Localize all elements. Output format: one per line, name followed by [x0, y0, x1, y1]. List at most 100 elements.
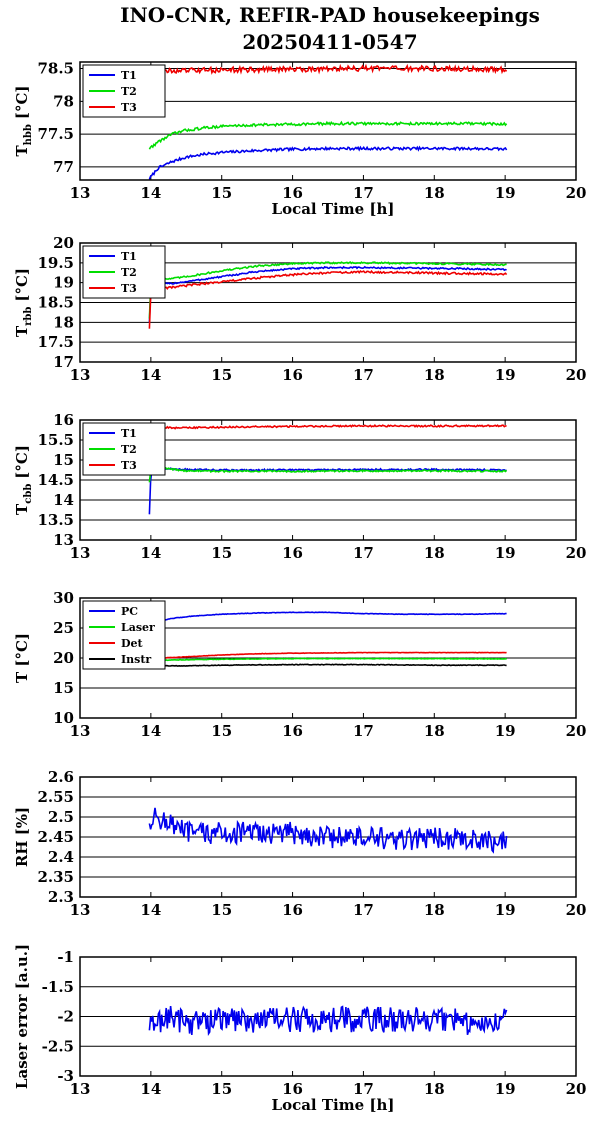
legend: T1 T2 T3 — [82, 245, 166, 299]
plot-frame — [79, 956, 577, 1077]
plot-frame — [79, 419, 577, 541]
y-tick-label: 77.5 — [37, 125, 74, 143]
y-axis-label-unit: [°C] — [13, 85, 31, 119]
series-line-instr — [149, 663, 507, 667]
y-tick-label: 16 — [53, 411, 74, 429]
x-axis-label: Local Time [h] — [272, 1096, 395, 1114]
y-tick-label: 17 — [53, 353, 74, 371]
x-tick-label: 16 — [282, 184, 303, 202]
series-line-t2 — [148, 120, 508, 150]
x-tick-label: 17 — [353, 722, 374, 740]
chart-panels: 77 77.5 78 78.5 13 14 15 16 17 18 19 20 T1 T2 T3 Thbb [°… — [13, 60, 586, 1114]
x-tick-label: 19 — [495, 901, 516, 919]
chart-panel-4: 10 15 20 25 30 13 14 15 16 17 18 19 20 PC Laser Det Inst… — [13, 589, 586, 740]
x-tick-label: 20 — [566, 722, 587, 740]
x-tick-label: 18 — [424, 366, 445, 384]
y-tick-label: 2.55 — [37, 788, 74, 806]
legend-box — [82, 600, 166, 670]
x-tick-label: 14 — [140, 366, 161, 384]
y-tick-label: 25 — [53, 619, 74, 637]
x-tick-label: 19 — [495, 1080, 516, 1098]
x-tick-label: 18 — [424, 722, 445, 740]
y-tick-label: 2.4 — [48, 848, 74, 866]
y-axis-label-subscript: rbb — [23, 307, 34, 326]
y-tick-label: 14.5 — [37, 471, 74, 489]
x-tick-label: 14 — [140, 722, 161, 740]
x-tick-label: 18 — [424, 901, 445, 919]
legend-label: Instr — [121, 653, 151, 666]
x-tick-label: 19 — [495, 544, 516, 562]
y-tick-label: 78 — [53, 92, 74, 110]
plot-frame — [79, 597, 577, 719]
x-tick-label: 13 — [70, 184, 91, 202]
x-tick-label: 14 — [140, 1080, 161, 1098]
y-tick-label: 18.5 — [37, 294, 74, 312]
x-tick-label: 17 — [353, 901, 374, 919]
figure-title-line2: 20250411-0547 — [242, 30, 417, 54]
y-axis-label: Tcbb [°C] — [13, 445, 34, 515]
series-line-det — [149, 651, 507, 660]
chart-panel-5: 2.3 2.35 2.4 2.45 2.5 2.55 2.6 13 14 15 16 17 18 19 20… — [13, 768, 586, 919]
y-tick-label: 78.5 — [37, 60, 74, 78]
legend-label: PC — [121, 605, 138, 618]
y-tick-label: 19.5 — [37, 254, 74, 272]
x-tick-label: 20 — [566, 544, 587, 562]
x-tick-label: 15 — [211, 722, 232, 740]
x-tick-label: 16 — [282, 901, 303, 919]
series-line-t1 — [148, 466, 507, 515]
y-tick-label: 13.5 — [37, 511, 74, 529]
series-line-t2 — [148, 466, 508, 483]
y-axis-label-main: T — [13, 503, 31, 515]
series-line-t1 — [148, 265, 507, 323]
x-tick-label: 15 — [211, 184, 232, 202]
x-tick-label: 19 — [495, 722, 516, 740]
x-tick-label: 14 — [140, 544, 161, 562]
series-line-t3 — [148, 269, 508, 329]
x-tick-label: 13 — [70, 366, 91, 384]
x-tick-label: 19 — [495, 184, 516, 202]
x-tick-label: 20 — [566, 366, 587, 384]
legend-label: T2 — [121, 443, 137, 456]
x-tick-label: 18 — [424, 184, 445, 202]
legend-label: Laser — [121, 621, 155, 634]
legend: T1 T2 T3 — [82, 64, 166, 118]
x-tick-label: 14 — [140, 901, 161, 919]
x-tick-label: 16 — [282, 1080, 303, 1098]
x-tick-label: 17 — [353, 544, 374, 562]
y-tick-label: 20 — [53, 649, 74, 667]
y-tick-label: 30 — [53, 589, 74, 607]
legend-label: T2 — [121, 85, 137, 98]
series-line-laser — [149, 657, 507, 662]
y-tick-label: 14 — [53, 491, 74, 509]
plot-frame — [79, 242, 577, 363]
x-tick-label: 13 — [70, 1080, 91, 1098]
y-axis-label-subscript: hbb — [23, 124, 34, 145]
legend: T1 T2 T3 — [82, 422, 166, 476]
series-line-t1 — [148, 145, 508, 180]
y-axis-label-unit: [°C] — [13, 445, 31, 479]
y-axis-label-main: RH [%] — [13, 807, 31, 867]
y-axis-label-main: T [°C] — [13, 633, 31, 683]
x-tick-label: 15 — [211, 901, 232, 919]
x-axis-label: Local Time [h] — [272, 200, 395, 218]
y-tick-label: 19 — [53, 274, 74, 292]
x-tick-label: 16 — [282, 722, 303, 740]
series-line-value — [148, 1005, 508, 1036]
x-tick-label: 14 — [140, 184, 161, 202]
series-line-t2 — [148, 261, 507, 319]
chart-panel-3: 13 13.5 14 14.5 15 15.5 16 13 14 15 16 17 18 19 20 T1 T2… — [13, 411, 586, 562]
plot-frame — [79, 61, 577, 181]
legend-label: T2 — [121, 266, 137, 279]
chart-panel-6: -3 -2.5 -2 -1.5 -1 13 14 15 16 17 18 19 20 Laser erro… — [13, 944, 586, 1114]
y-tick-label: 17.5 — [37, 333, 74, 351]
x-tick-label: 20 — [566, 901, 587, 919]
y-tick-label: 15 — [53, 679, 74, 697]
x-tick-label: 15 — [211, 544, 232, 562]
x-tick-label: 20 — [566, 1080, 587, 1098]
y-tick-label: 20 — [53, 234, 74, 252]
y-tick-label: 2.45 — [37, 828, 74, 846]
series-line-pc — [149, 611, 507, 625]
y-tick-label: -1.5 — [42, 978, 74, 996]
y-axis-label: T [°C] — [13, 633, 31, 683]
